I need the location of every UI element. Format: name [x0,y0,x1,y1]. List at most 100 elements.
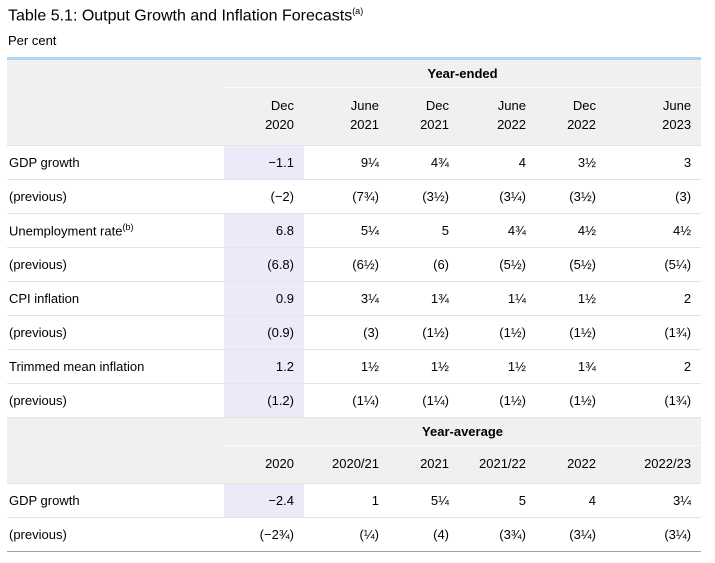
column-header: June 2022 [459,87,536,146]
row-label: Trimmed mean inflation [7,348,224,384]
accent-divider [7,57,701,61]
value-cell: (3) [304,314,389,350]
value-cell: 1½ [459,348,536,384]
row-label: GDP growth [7,144,224,180]
column-header: Dec 2022 [536,87,606,146]
column-header-line: 2022 [567,455,596,471]
value-cell: 5¼ [304,212,389,248]
row-label-superscript: (b) [122,222,134,233]
forecast-table: Year-ended Dec 2020 June 2021 Dec 2021 June 2022… [7,60,702,552]
column-header-line: Dec [425,98,449,114]
section-spacer-cell [7,60,224,88]
table-row: Unemployment rate(b) 6.8 5¼ 5 4¾ 4½ 4½ [7,212,702,248]
table-title-superscript: (a) [352,6,364,16]
value-cell: 4 [459,144,536,180]
table-subtitle: Per cent [8,33,57,49]
column-header-line: 2022 [497,117,526,133]
table-row: Trimmed mean inflation 1.2 1½ 1½ 1½ 1¾ 2 [7,348,702,384]
row-label: GDP growth [7,482,224,518]
section-spacer-cell [7,416,224,446]
column-header: Dec 2020 [224,87,304,146]
row-label: (previous) [7,178,224,214]
value-cell: (7¾) [304,178,389,214]
value-cell: (1½) [536,382,606,418]
forecast-table-body: Year-ended Dec 2020 June 2021 Dec 2021 June 2022… [7,60,702,552]
value-cell: 3¼ [304,280,389,316]
value-cell: 3 [606,144,702,180]
column-header: 2021/22 [459,445,536,484]
table-row: GDP growth −1.1 9¼ 4¾ 4 3½ 3 [7,144,702,180]
column-header-line: 2020 [265,455,294,471]
row-label: (previous) [7,246,224,282]
table-title-text: Table 5.1: Output Growth and Inflation F… [8,7,353,25]
value-cell: (3) [606,178,702,214]
section-span-row: Year-average [7,416,702,446]
value-cell: 1¼ [459,280,536,316]
column-header-line: 2020/21 [332,455,379,471]
value-cell: 3½ [536,144,606,180]
value-cell: (1¾) [606,314,702,350]
column-header-line: 2021 [420,455,449,471]
column-header-line: June [662,98,692,114]
value-cell: 1½ [536,280,606,316]
column-header-line: 2022/23 [644,455,692,471]
column-header: Dec 2021 [389,87,459,146]
column-header-line: Dec [270,98,294,114]
value-cell: (3¼) [536,516,606,552]
table-row: (previous) (1.2) (1¼) (1¼) (1½) (1½) (1¾) [7,382,702,418]
column-header-line: 2021 [350,117,379,133]
value-cell: −1.1 [224,144,304,180]
value-cell: (−2) [224,178,304,214]
value-cell: (¼) [304,516,389,552]
value-cell: 1 [304,482,389,518]
section-span-row: Year-ended [7,60,702,88]
column-header: 2021 [389,445,459,484]
column-header-line: 2022 [567,117,596,133]
value-cell: 1½ [389,348,459,384]
table-row: (previous) (−2¾) (¼) (4) (3¾) (3¼) (3¼) [7,516,702,552]
column-header: June 2023 [606,87,702,146]
value-cell: (1.2) [224,382,304,418]
table-row: (previous) (6.8) (6½) (6) (5½) (5½) (5¼) [7,246,702,282]
value-cell: (3½) [389,178,459,214]
value-cell: 1¾ [389,280,459,316]
section-span-header: Year-ended [224,60,702,88]
column-header-line: 2021/22 [479,455,526,471]
value-cell: 5¼ [389,482,459,518]
value-cell: (3¾) [459,516,536,552]
column-header: 2020 [224,445,304,484]
column-header-line: Dec [572,98,596,114]
value-cell: (6) [389,246,459,282]
value-cell: (6½) [304,246,389,282]
value-cell: (5½) [536,246,606,282]
table-row: GDP growth −2.4 1 5¼ 5 4 3¼ [7,482,702,518]
value-cell: 2 [606,280,702,316]
value-cell: 2 [606,348,702,384]
value-cell: 1.2 [224,348,304,384]
column-header-line: 2023 [662,117,692,133]
column-header: 2022 [536,445,606,484]
value-cell: −2.4 [224,482,304,518]
column-header-line: 2020 [265,117,294,133]
section-span-header: Year-average [224,416,702,446]
column-header-line: June [350,98,379,114]
value-cell: 4 [536,482,606,518]
value-cell: (3½) [536,178,606,214]
table-row: CPI inflation 0.9 3¼ 1¾ 1¼ 1½ 2 [7,280,702,316]
value-cell: (6.8) [224,246,304,282]
row-label: CPI inflation [7,280,224,316]
row-label: Unemployment rate(b) [7,212,224,248]
value-cell: 1½ [304,348,389,384]
value-cell: 6.8 [224,212,304,248]
value-cell: (3¼) [459,178,536,214]
value-cell: 4½ [536,212,606,248]
table-row: (previous) (−2) (7¾) (3½) (3¼) (3½) (3) [7,178,702,214]
table-row: (previous) (0.9) (3) (1½) (1½) (1½) (1¾) [7,314,702,350]
value-cell: (1¾) [606,382,702,418]
table-title: Table 5.1: Output Growth and Inflation F… [8,6,715,26]
value-cell: (1½) [459,382,536,418]
value-cell: 4¾ [389,144,459,180]
value-cell: (1½) [459,314,536,350]
value-cell: 4½ [606,212,702,248]
